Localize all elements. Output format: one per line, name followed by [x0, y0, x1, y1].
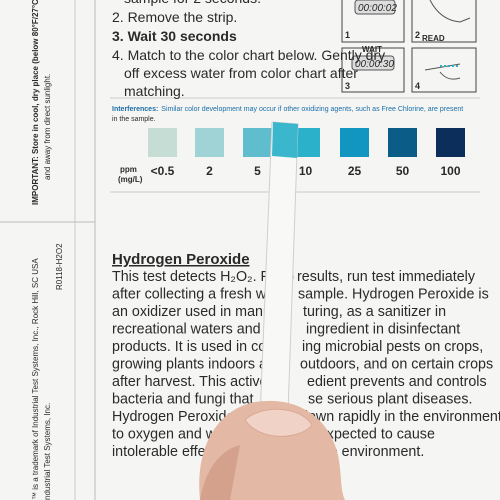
text: 25 — [348, 164, 362, 178]
color-swatch — [388, 128, 417, 157]
panel-box — [411, 47, 477, 93]
text: Similar color development may occur if o… — [161, 106, 463, 113]
text: in the sample. — [112, 116, 156, 123]
text: 1 — [345, 30, 350, 40]
text: edient prevents and controls — [307, 374, 487, 390]
side-text: ndustrial Test Systems, Inc. — [43, 403, 52, 500]
panel-box — [341, 47, 405, 93]
strip-pad — [272, 122, 298, 158]
color-swatch — [195, 128, 224, 157]
side-text: IMPORTANT: Store in cool, dry place (bel… — [31, 0, 40, 205]
color-swatch — [243, 128, 272, 157]
text: an oxidizer used in manuf — [112, 304, 275, 320]
text: 4 — [415, 81, 420, 91]
hand-with-strip — [199, 121, 345, 500]
text: 2 — [415, 30, 420, 40]
text: WAIT — [362, 45, 382, 54]
text: 2 — [206, 164, 213, 178]
text: (mg/L) — [118, 175, 143, 184]
text: to oxygen and w — [112, 427, 217, 443]
text: <0.5 — [151, 164, 175, 178]
text: ing microbial pests on crops, — [302, 339, 483, 355]
text: ppm — [120, 165, 137, 174]
hand-icon — [429, 0, 471, 23]
text: 4. Match to the color chart below. Gentl… — [112, 47, 385, 63]
color-swatch — [436, 128, 465, 157]
text: turing, as a sanitizer in — [303, 304, 446, 320]
panel-box — [411, 0, 477, 43]
timer-display — [354, 0, 396, 15]
text: sample for 2 seconds. — [124, 0, 261, 6]
color-swatch — [148, 128, 177, 157]
side-text: and away from direct sunlight. — [43, 74, 52, 180]
text: sample. Hydrogen Peroxide is — [298, 287, 489, 303]
finger-shade — [200, 445, 240, 500]
side-text: R0118-H2O2 — [55, 243, 64, 290]
text: after harvest. This active — [112, 374, 268, 390]
text: products. It is used in con — [112, 339, 274, 355]
text: intolerable effe — [112, 444, 206, 460]
text: 2. Remove the strip. — [112, 9, 237, 25]
text: ingredient in disinfectant — [306, 322, 460, 338]
text: growing plants indoors an — [112, 357, 275, 373]
text: after collecting a fresh wa — [112, 287, 274, 303]
color-swatch — [340, 128, 369, 157]
text: 50 — [396, 164, 410, 178]
text: 3 — [345, 81, 350, 91]
text: 5 — [254, 164, 261, 178]
text: off excess water from color chart after — [124, 65, 358, 81]
panel-box — [341, 0, 405, 43]
text: matching. — [124, 83, 185, 99]
text: 00:00:02 — [358, 3, 397, 14]
side-text: ™ is a trademark of Industrial Test Syst… — [31, 258, 40, 500]
label: Interferences: — [112, 106, 158, 113]
fingernail — [244, 408, 313, 437]
text: 3. Wait 30 seconds — [112, 28, 237, 44]
text: 100 — [440, 164, 460, 178]
text: outdoors, and on certain crops — [300, 357, 493, 373]
text: se serious plant diseases. — [308, 392, 473, 408]
strip-icon — [424, 63, 461, 80]
text: bacteria and fungi that — [112, 392, 254, 408]
heading: Hydrogen Peroxide — [112, 251, 250, 268]
text: results, run test immediately — [297, 269, 476, 285]
text: This test detects H₂O₂. For b — [112, 269, 294, 285]
text: 00:00:30 — [355, 59, 394, 70]
text: READ — [422, 34, 445, 43]
text: recreational waters and c — [112, 322, 272, 338]
interferences: Interferences: Similar color development … — [112, 106, 463, 113]
text: down rapidly in the environment — [300, 409, 500, 425]
text: 10 — [299, 164, 313, 178]
timer-display — [351, 55, 395, 71]
